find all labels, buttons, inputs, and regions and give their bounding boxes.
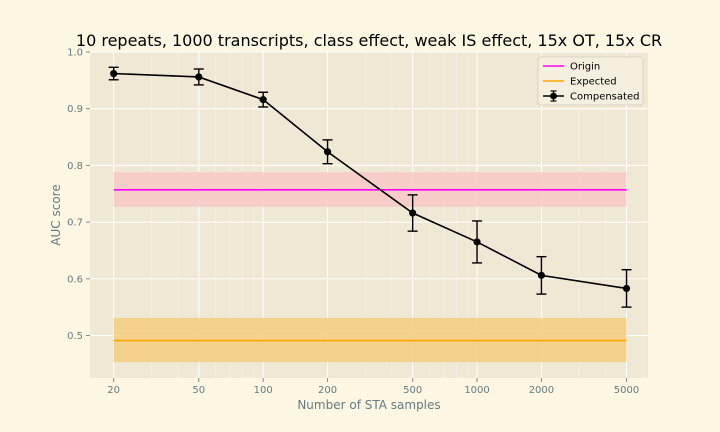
data-point: [259, 96, 267, 104]
data-point: [537, 271, 546, 279]
legend-box: [537, 56, 644, 106]
x-tick-label: 5000: [614, 385, 639, 396]
x-tick-label: 1000: [464, 385, 489, 396]
y-tick-label: 0.8: [67, 161, 83, 172]
chart-title: 10 repeats, 1000 transcripts, class effe…: [76, 31, 662, 50]
x-tick-label: 2000: [529, 385, 554, 396]
data-point: [473, 238, 481, 246]
reference-lines: [113, 188, 627, 342]
x-tick-label: 50: [192, 385, 205, 396]
y-tick-label: 0.6: [67, 274, 83, 285]
legend: Origin Expected Compensated: [537, 56, 644, 106]
legend-label-origin: Origin: [570, 62, 600, 73]
y-tick-label: 1.0: [67, 48, 83, 59]
compensated-series: [108, 66, 632, 308]
data-point: [323, 148, 332, 156]
y-tick-label: 0.7: [67, 218, 83, 229]
x-axis-ticks: 20 50 100 200 500 1000 2000 5000: [107, 378, 639, 396]
x-tick-label: 200: [318, 385, 337, 396]
y-tick-label: 0.5: [67, 331, 83, 342]
data-point: [110, 69, 118, 78]
data-point: [409, 209, 417, 217]
y-axis-ticks: 0.5 0.6 0.7 0.8 0.9 1.0: [67, 48, 90, 342]
data-point: [622, 284, 631, 293]
y-axis-label: AUC score: [49, 184, 63, 245]
x-tick-label: 500: [403, 385, 422, 396]
legend-label-expected: Expected: [570, 77, 617, 88]
x-axis-label: Number of STA samples: [297, 398, 440, 412]
data-point: [195, 73, 203, 81]
x-tick-label: 100: [254, 385, 273, 396]
legend-label-compensated: Compensated: [570, 92, 639, 103]
y-tick-label: 0.9: [67, 104, 83, 115]
legend-marker: [550, 92, 557, 100]
compensated-line: [113, 72, 627, 290]
x-tick-label: 20: [107, 385, 120, 396]
